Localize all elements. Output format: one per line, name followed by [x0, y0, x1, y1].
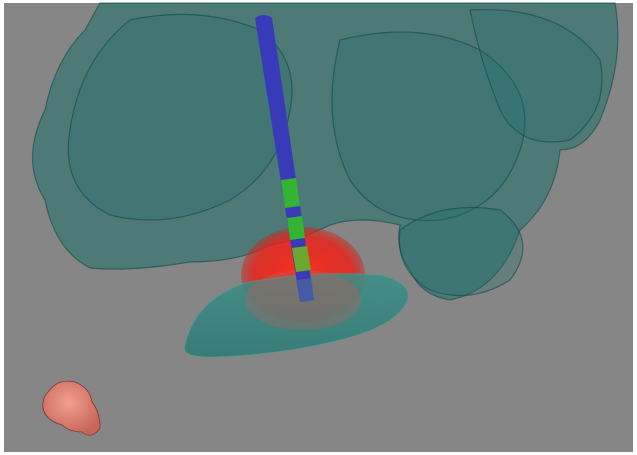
rod-tip	[297, 278, 314, 302]
render-view	[0, 0, 637, 455]
rod-contact	[287, 216, 305, 240]
page	[0, 0, 637, 455]
